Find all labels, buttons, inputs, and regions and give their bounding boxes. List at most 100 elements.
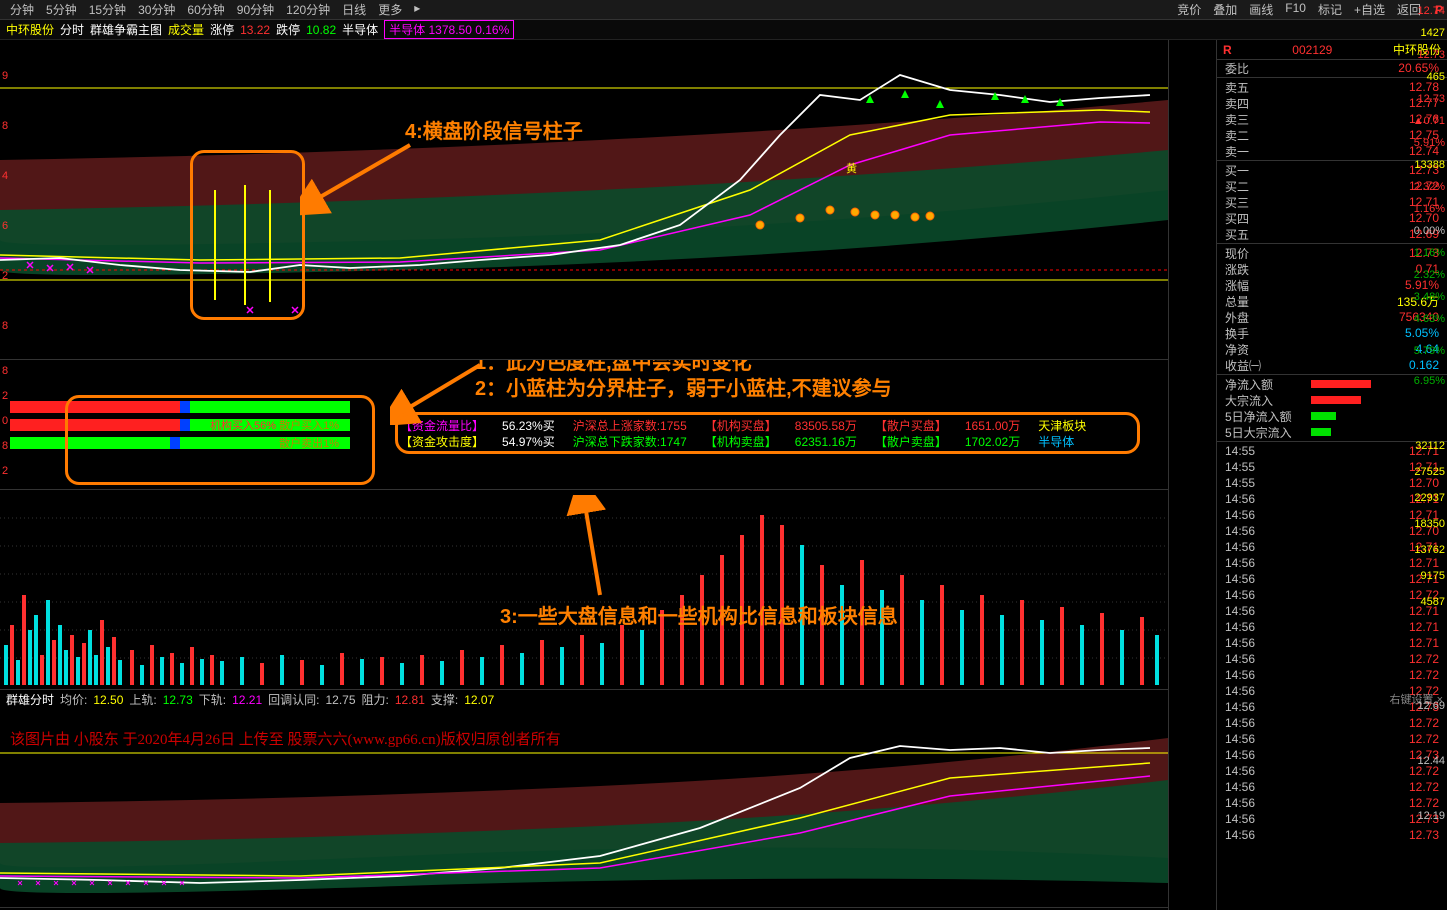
- flow-row: 净流入额: [1217, 376, 1447, 392]
- tick-row: 14:5612.72: [1217, 587, 1447, 603]
- tick-row: 14:5612.71: [1217, 555, 1447, 571]
- panel4-header: 群雄分时均价:12.50上轨:12.73下轨:12.21回调认同:12.75阻力…: [0, 690, 1168, 708]
- annotation-2: 2：小蓝柱为分界柱子，弱于小蓝柱,不建议参与: [475, 376, 892, 402]
- market-info-block: 【资金流量比】56.23%买沪深总上涨家数:1755【机构买盘】83505.58…: [400, 418, 1138, 450]
- timeframe-tab[interactable]: 90分钟: [231, 0, 280, 20]
- tick-row: 14:5612.71: [1217, 603, 1447, 619]
- top-toolbar: 分钟5分钟15分钟30分钟60分钟90分钟120分钟日线更多▸ 竞价叠加画线F1…: [0, 0, 1447, 20]
- tool-button[interactable]: 叠加: [1207, 0, 1243, 20]
- sector-box[interactable]: 半导体 1378.50 0.16%: [384, 20, 514, 39]
- more-icon[interactable]: ▸: [408, 0, 426, 20]
- axis-label: 3.48%: [1414, 291, 1445, 303]
- panel4-stat: 12.75: [325, 693, 355, 707]
- chart-title: 群雄争霸主图: [90, 21, 162, 38]
- axis-label: ▲0.71: [1413, 115, 1445, 127]
- stat-row: 收益㈠0.162: [1217, 357, 1447, 373]
- tick-row: 14:5612.72: [1217, 779, 1447, 795]
- tick-row: 14:5612.72: [1217, 763, 1447, 779]
- top-tools: 竞价叠加画线F10标记+自选返回: [1171, 0, 1427, 20]
- annotation-1: 1：此为色度柱,盘中会实时变化: [475, 360, 892, 376]
- axis-label: 13762: [1414, 544, 1445, 556]
- volume-panel[interactable]: 3:一些大盘信息和一些机构比信息和板块信息: [0, 490, 1168, 690]
- axis-label: 32112: [1415, 440, 1445, 452]
- timeframe-tab[interactable]: 120分钟: [280, 0, 336, 20]
- main-chart-panel[interactable]: 984628 4:横盘阶段信号柱子 黄: [0, 40, 1168, 360]
- axis-label: 2.32%: [1414, 269, 1445, 281]
- r-prefix: R: [1223, 43, 1232, 57]
- axis-label: 1.16%: [1414, 247, 1445, 259]
- annotation-1-2: 1：此为色度柱,盘中会实时变化 2：小蓝柱为分界柱子，弱于小蓝柱,不建议参与: [475, 360, 892, 402]
- flow-row: 大宗流入: [1217, 392, 1447, 408]
- tick-row: 14:5612.72: [1217, 795, 1447, 811]
- tick-row: 14:5612.71: [1217, 635, 1447, 651]
- axis-label: 4.63%: [1414, 313, 1445, 325]
- volume-svg: [0, 490, 1168, 690]
- quote-row: 买四12.70: [1217, 210, 1447, 226]
- quote-header: R 002129 中环股份: [1217, 40, 1447, 60]
- panel4-stat: 支撑:: [431, 693, 458, 707]
- dt-label: 跌停: [276, 21, 300, 38]
- timeframe-tab[interactable]: 15分钟: [83, 0, 132, 20]
- stat-row: 总量135.6万: [1217, 293, 1447, 309]
- tool-button[interactable]: 画线: [1243, 0, 1279, 20]
- timeframe-tabs: 分钟5分钟15分钟30分钟60分钟90分钟120分钟日线更多▸: [4, 0, 1171, 20]
- quote-row: 买三12.71: [1217, 194, 1447, 210]
- stat-row: 换手5.05%: [1217, 325, 1447, 341]
- stat-row: 涨幅5.91%: [1217, 277, 1447, 293]
- axis-label: 5.91%: [1414, 137, 1445, 149]
- axis-label: 0.00%: [1414, 225, 1445, 237]
- quote-row: 买二12.72: [1217, 178, 1447, 194]
- right-axis-col: 12.74142712.7346512.73▲0.715.91%133882.3…: [1168, 40, 1216, 910]
- stat-row: 外盘756340: [1217, 309, 1447, 325]
- tool-button[interactable]: F10: [1279, 0, 1312, 20]
- axis-label: 12.69: [1417, 700, 1445, 712]
- ratio-bars: 机构买入56% 散户买入1%机构卖出42% 散户卖出1%: [10, 400, 350, 454]
- tick-row: 14:5612.71: [1217, 539, 1447, 555]
- tool-button[interactable]: 标记: [1312, 0, 1348, 20]
- tick-row: 14:5612.73: [1217, 827, 1447, 843]
- timeframe-tab[interactable]: 5分钟: [40, 0, 83, 20]
- tool-button[interactable]: 竞价: [1171, 0, 1207, 20]
- axis-label: 1427: [1421, 27, 1445, 39]
- tick-row: 14:5512.71: [1217, 443, 1447, 459]
- indicator-panel[interactable]: 82082 1：此为色度柱,盘中会实时变化 2：小蓝柱为分界柱子，弱于小蓝柱,不…: [0, 360, 1168, 490]
- quote-row: 卖一12.74: [1217, 143, 1447, 159]
- stock-code: 002129: [1292, 43, 1332, 57]
- panel4-stat: 12.73: [163, 693, 193, 707]
- axis-label: 465: [1427, 71, 1445, 83]
- tick-row: 14:5612.71: [1217, 491, 1447, 507]
- panel4-stat: 12.81: [395, 693, 425, 707]
- axis-label: 2.32%: [1414, 181, 1445, 193]
- timeframe-tab[interactable]: 日线: [336, 0, 372, 20]
- timeframe-tab[interactable]: 30分钟: [132, 0, 181, 20]
- panel4-stat: 12.21: [232, 693, 262, 707]
- tool-button[interactable]: +自选: [1348, 0, 1391, 20]
- timeframe-tab[interactable]: 更多: [372, 0, 408, 20]
- tick-row: 14:5612.72: [1217, 651, 1447, 667]
- timeframe-tab[interactable]: 分钟: [4, 0, 40, 20]
- stock-name: 中环股份: [6, 21, 54, 38]
- axis-label: 12.73: [1417, 93, 1445, 105]
- tick-row: 14:5612.70: [1217, 523, 1447, 539]
- fs-label: 分时: [60, 21, 84, 38]
- bottom-chart-panel[interactable]: 该图片由 小股东 于2020年4月26日 上传至 股票六六(www.gp66.c…: [0, 708, 1168, 908]
- panel4-stat: 回调认同:: [268, 693, 319, 707]
- vol-label: 成交量: [168, 21, 204, 38]
- zt-value: 13.22: [240, 23, 270, 37]
- tick-row: 14:5612.72: [1217, 667, 1447, 683]
- axis-label: 22937: [1414, 492, 1445, 504]
- panel4-stat: 阻力:: [362, 693, 389, 707]
- axis-label: 18350: [1414, 518, 1445, 530]
- weibi-row: 委比 20.65%: [1217, 60, 1447, 76]
- tick-row: 14:5612.73: [1217, 811, 1447, 827]
- tick-row: 14:5512.71: [1217, 459, 1447, 475]
- weibi-label: 委比: [1225, 60, 1249, 77]
- timeframe-tab[interactable]: 60分钟: [181, 0, 230, 20]
- tick-row: 14:5612.71: [1217, 507, 1447, 523]
- tick-row: 14:5512.70: [1217, 475, 1447, 491]
- axis-label: 4587: [1421, 596, 1445, 608]
- info-bar: 中环股份 分时 群雄争霸主图 成交量 涨停 13.22 跌停 10.82 半导体…: [0, 20, 1447, 40]
- stat-row: 净资4.64: [1217, 341, 1447, 357]
- panel4-stat: 下轨:: [199, 693, 226, 707]
- dt-value: 10.82: [306, 23, 336, 37]
